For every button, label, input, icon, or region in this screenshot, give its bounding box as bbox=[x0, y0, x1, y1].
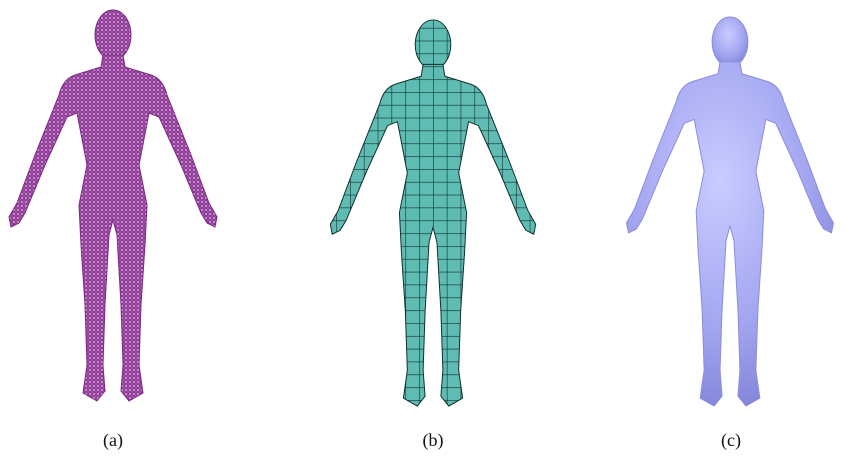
figure: (a) (b) (c) bbox=[0, 0, 845, 458]
caption: (b) bbox=[423, 430, 444, 451]
quad-mesh-figure bbox=[330, 20, 535, 406]
point-cloud-figure bbox=[9, 10, 217, 401]
caption: (a) bbox=[103, 430, 123, 451]
smooth-surface-figure bbox=[627, 17, 834, 406]
caption: (c) bbox=[721, 430, 741, 451]
